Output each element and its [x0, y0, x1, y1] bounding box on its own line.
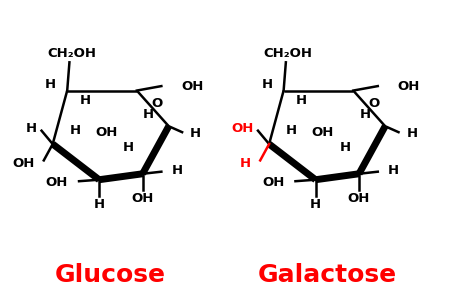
Text: OH: OH — [231, 122, 254, 135]
Text: OH: OH — [312, 126, 334, 139]
Text: H: H — [45, 78, 56, 91]
Text: H: H — [296, 94, 307, 107]
Text: H: H — [190, 127, 201, 140]
Text: H: H — [339, 140, 351, 154]
Text: CH₂OH: CH₂OH — [264, 47, 313, 60]
Text: OH: OH — [398, 80, 420, 93]
Text: H: H — [261, 78, 273, 91]
Text: OH: OH — [132, 192, 154, 205]
Text: H: H — [388, 164, 399, 177]
Text: OH: OH — [45, 176, 68, 189]
Text: H: H — [286, 124, 297, 137]
Text: OH: OH — [262, 176, 284, 189]
Text: H: H — [93, 198, 105, 211]
Text: Glucose: Glucose — [55, 263, 166, 287]
Text: H: H — [70, 124, 80, 137]
Text: H: H — [123, 140, 134, 154]
Text: H: H — [406, 127, 418, 140]
Text: H: H — [360, 108, 370, 121]
Text: CH₂OH: CH₂OH — [47, 47, 96, 60]
Text: O: O — [152, 98, 163, 110]
Text: OH: OH — [95, 126, 118, 139]
Text: H: H — [172, 164, 183, 177]
Text: H: H — [143, 108, 154, 121]
Text: H: H — [79, 94, 91, 107]
Text: O: O — [368, 98, 379, 110]
Text: H: H — [310, 198, 321, 211]
Text: OH: OH — [348, 192, 370, 205]
Text: Galactose: Galactose — [258, 263, 397, 287]
Text: H: H — [26, 122, 37, 135]
Text: OH: OH — [181, 80, 204, 93]
Text: H: H — [240, 157, 251, 170]
Text: OH: OH — [13, 157, 35, 170]
